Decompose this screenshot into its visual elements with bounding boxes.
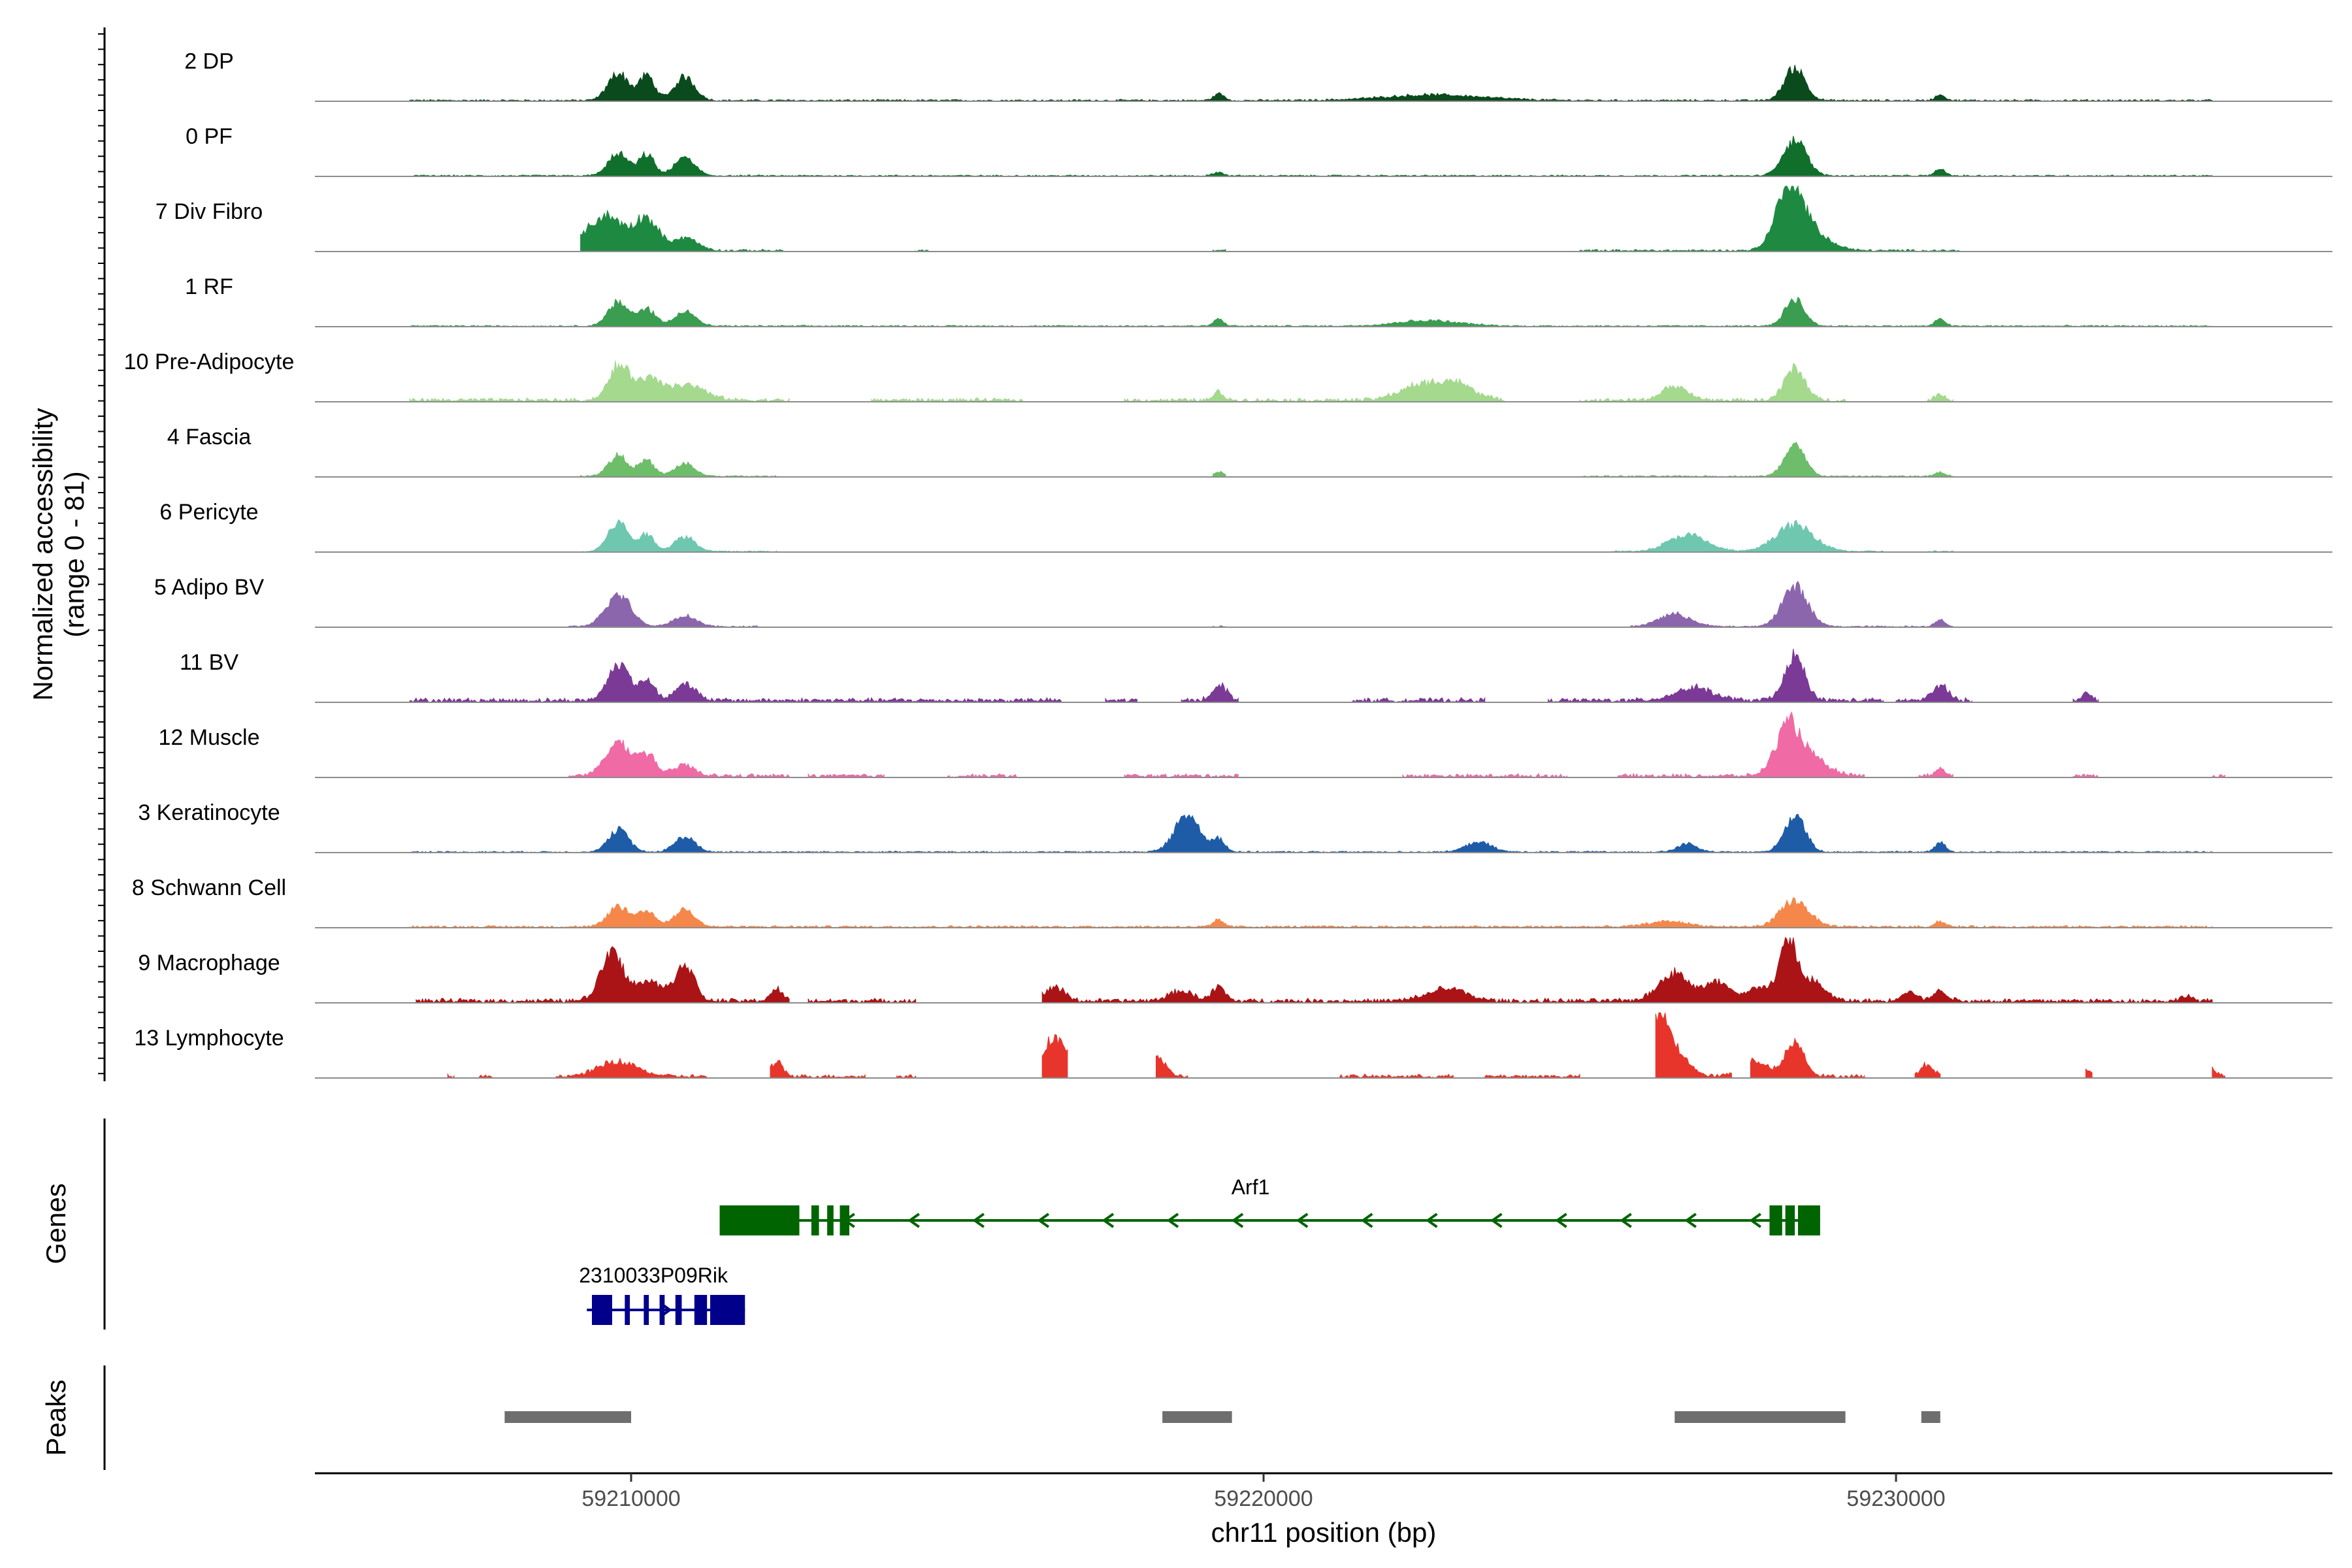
track-4-fascia: 4 Fascia <box>167 425 2332 478</box>
track-1-rf: 1 RF <box>185 274 2332 327</box>
gene-exon <box>827 1205 834 1235</box>
track-label: 11 BV <box>180 650 238 675</box>
strand-arrow-icon <box>1296 1213 1309 1228</box>
coverage-area <box>409 65 2213 102</box>
track-label: 1 RF <box>185 274 233 299</box>
coverage-area <box>409 135 2213 177</box>
track-label: 3 Keratinocyte <box>138 800 280 825</box>
strand-arrow-icon <box>1490 1213 1503 1228</box>
strand-arrow-icon <box>1684 1213 1697 1228</box>
gene-exon <box>591 1295 612 1325</box>
track-9-macrophage: 9 Macrophage <box>138 936 2332 1004</box>
track-0-pf: 0 PF <box>186 124 2332 177</box>
gene-2310033p09rik: 2310033P09Rik <box>579 1264 745 1325</box>
peak-region <box>1921 1411 1940 1423</box>
track-10-pre-adipocyte: 10 Pre-Adipocyte <box>124 350 2332 403</box>
coverage-area <box>416 936 2213 1004</box>
strand-arrow-icon <box>1360 1213 1373 1228</box>
strand-arrow-icon <box>1231 1213 1244 1228</box>
coverage-area <box>580 519 1953 553</box>
coverage-area <box>567 580 1953 628</box>
strand-arrow-icon <box>1555 1213 1567 1228</box>
y-axis-title-line-2: (range 0 - 81) <box>59 471 90 637</box>
gene-exon <box>710 1295 745 1325</box>
strand-arrow-icon <box>1166 1213 1179 1228</box>
track-11-bv: 11 BV <box>180 648 2332 704</box>
track-label: 7 Div Fibro <box>155 199 263 224</box>
track-7-div-fibro: 7 Div Fibro <box>155 185 2332 252</box>
y-axis-title-line-1: Normalized accessibility <box>27 408 58 700</box>
axes: 59210000 59220000 59230000 <box>98 27 2332 1511</box>
genes-panel-label: Genes <box>41 1183 71 1264</box>
peaks-panel-label: Peaks <box>41 1380 71 1456</box>
strand-arrow-icon <box>972 1213 985 1228</box>
gene-exon <box>675 1295 682 1325</box>
gene-exon <box>625 1295 630 1325</box>
track-13-lymphocyte: 13 Lymphocyte <box>134 1012 2332 1079</box>
x-tick-label: 59230000 <box>1846 1486 1945 1511</box>
gene-arf1: Arf1 <box>719 1175 1820 1235</box>
peak-region <box>1674 1411 1846 1423</box>
track-8-schwann-cell: 8 Schwann Cell <box>132 875 2332 928</box>
track-12-muscle: 12 Muscle <box>159 711 2332 779</box>
gene-exon <box>659 1295 665 1325</box>
peak-region <box>1162 1411 1232 1423</box>
gene-exon <box>840 1205 849 1235</box>
gene-label: Arf1 <box>1232 1175 1270 1199</box>
peak-region <box>504 1411 632 1423</box>
gene-annotation-panel: Genes Arf1 2310033P09Rik <box>41 1119 1820 1330</box>
coverage-area <box>409 813 2213 853</box>
coverage-area <box>580 442 1953 478</box>
track-label: 6 Pericyte <box>159 500 258 525</box>
gene-exon <box>1785 1205 1795 1235</box>
track-label: 0 PF <box>186 124 233 149</box>
track-5-adipo-bv: 5 Adipo BV <box>154 575 2332 628</box>
strand-arrow-icon <box>1620 1213 1632 1228</box>
strand-arrow-icon <box>1102 1213 1115 1228</box>
track-label: 9 Macrophage <box>138 951 280 975</box>
gene-label: 2310033P09Rik <box>579 1264 728 1287</box>
coverage-tracks: 2 DP 0 PF 7 Div Fibro 1 RF 10 Pre-Adipocyte 4… <box>124 49 2332 1079</box>
gene-exon <box>719 1205 800 1235</box>
coverage-area <box>409 360 1953 403</box>
gene-exon <box>1769 1205 1782 1235</box>
coverage-area <box>567 711 2225 779</box>
gene-exon <box>1798 1205 1820 1235</box>
gene-exon <box>644 1295 649 1325</box>
coverage-area <box>409 296 2213 327</box>
x-tick-label: 59210000 <box>581 1486 680 1511</box>
track-label: 5 Adipo BV <box>154 575 265 600</box>
track-label: 12 Muscle <box>159 725 260 750</box>
track-label: 4 Fascia <box>167 425 252 449</box>
coverage-area <box>580 185 1960 252</box>
track-3-keratinocyte: 3 Keratinocyte <box>138 800 2332 853</box>
x-axis-title: chr11 position (bp) <box>1211 1517 1437 1548</box>
strand-arrow-icon <box>1749 1213 1761 1228</box>
track-label: 2 DP <box>184 49 234 74</box>
track-label: 8 Schwann Cell <box>132 875 286 900</box>
coverage-area <box>447 1012 2225 1079</box>
track-label: 13 Lymphocyte <box>134 1026 284 1051</box>
gene-exon <box>694 1295 708 1325</box>
track-6-pericyte: 6 Pericyte <box>159 500 2332 553</box>
strand-arrow-icon <box>907 1213 920 1228</box>
coverage-area <box>409 897 2213 928</box>
strand-arrow-icon <box>1425 1213 1438 1228</box>
coverage-area <box>409 648 2099 704</box>
track-label: 10 Pre-Adipocyte <box>124 350 295 374</box>
strand-arrow-icon <box>1037 1213 1050 1228</box>
gene-exon <box>811 1205 819 1235</box>
peaks-panel: Peaks <box>41 1365 1940 1470</box>
track-2-dp: 2 DP <box>184 49 2332 102</box>
x-tick-label: 59220000 <box>1214 1486 1313 1511</box>
